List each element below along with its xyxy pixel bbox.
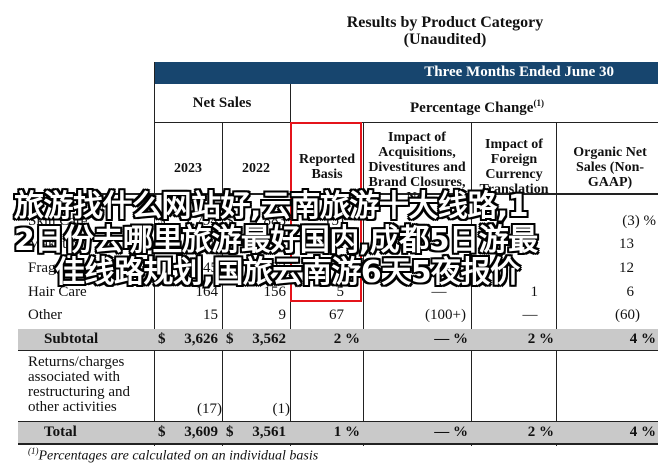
col-acquisitions-header: Impact of Acquisitions, Divestitures and… [368, 130, 466, 205]
overlay-text-line-1: 旅游找什么网站好,云南旅游十大线路,1 [14, 189, 529, 224]
value-reported: 1 % [333, 424, 360, 440]
subtotal-band [18, 329, 658, 350]
value-acquisitions: (100+) [425, 307, 466, 323]
value-2023: 1,794 [184, 213, 218, 229]
footnote-marker: (1) [28, 446, 39, 456]
pct-change-footnote-ref: (1) [533, 98, 544, 108]
footnote: (1)Percentages are calculated on an indi… [28, 446, 318, 465]
value-reported: 2 % [333, 331, 360, 347]
value-2022: (1) [272, 401, 291, 417]
total-bottom-rule [18, 443, 658, 445]
period-header-band: Three Months Ended June 30 [154, 62, 658, 84]
col-reported-header: Reported Basis [299, 152, 355, 182]
value-reported: 12 [329, 236, 344, 252]
value-reported: 5 [336, 284, 345, 300]
row-label: Returns/charges associated with restruct… [28, 354, 131, 415]
value-organic: 4 % [629, 331, 656, 347]
value-2023: 3,626 [184, 331, 218, 347]
row-label: Makeup [28, 236, 78, 252]
dollar-sign: $ [158, 213, 166, 229]
overlay-text-line-2: 2日份去哪里旅游最好国内,成都5日游最 [14, 223, 538, 258]
value-2022: 3,562 [252, 331, 286, 347]
row-label: Fragrance [28, 260, 88, 276]
col-2022-header: 2022 [242, 161, 270, 176]
value-organic: 6 [626, 284, 635, 300]
row-label: Hair Care [28, 284, 87, 300]
col-divider [154, 62, 155, 446]
value-2023: 545 [195, 260, 219, 276]
header-bottom-rule [18, 193, 658, 195]
value-fx: 2 % [527, 424, 554, 440]
pct-change-header: Percentage Change(1) [290, 96, 658, 116]
value-organic: (60) [615, 307, 640, 323]
dollar-sign: $ [226, 424, 234, 440]
value-2023: 1,108 [184, 236, 218, 252]
value-2022: 156 [263, 284, 287, 300]
value-2022: 1,883 [252, 213, 286, 229]
pct-change-label: Percentage Change [410, 100, 534, 116]
row-label: Subtotal [44, 331, 99, 347]
value-2022: 523 [263, 260, 287, 276]
total-rule [18, 421, 658, 422]
col-divider [222, 122, 223, 446]
value-fx: 1 [530, 284, 539, 300]
col-divider [556, 122, 557, 446]
value-reported: 4 [336, 260, 345, 276]
col-fx-header: Impact of Foreign Currency Translation [479, 137, 549, 197]
value-reported: (5) [326, 213, 345, 229]
footnote-text: Percentages are calculated on an individ… [38, 448, 319, 464]
dollar-sign: $ [226, 331, 234, 347]
value-2023: 3,609 [184, 424, 218, 440]
value-acquisitions: — % [434, 424, 468, 440]
value-2023: 15 [203, 307, 218, 323]
value-organic: (3) % [622, 213, 656, 229]
value-organic: 12 [619, 260, 634, 276]
highlight-box [290, 122, 362, 302]
header-rule [154, 122, 658, 123]
value-2022: 9 [278, 307, 287, 323]
value-fx: 2 % [527, 331, 554, 347]
value-acquisitions: — [431, 284, 447, 300]
subtotal-rule [18, 350, 658, 351]
dollar-sign: $ [226, 213, 234, 229]
value-organic: 13 [619, 236, 634, 252]
value-fx: — [522, 307, 538, 323]
col-divider [363, 122, 364, 446]
value-2022: 991 [263, 236, 287, 252]
value-2022: 3,561 [252, 424, 286, 440]
period-label: Three Months Ended June 30 [424, 64, 614, 80]
row-label: Total [44, 424, 77, 440]
overlay-text-line-3: 佳线路规划,国旅云南游6天5夜报价 [55, 255, 520, 290]
value-organic: 4 % [629, 424, 656, 440]
value-2023: (17) [197, 401, 222, 417]
report-subtitle: (Unaudited) [403, 31, 487, 48]
col-divider [471, 122, 472, 446]
value-acquisitions: — % [434, 331, 468, 347]
value-2023: 164 [195, 284, 219, 300]
row-label: Other [28, 307, 63, 323]
row-label: Skin Care [28, 213, 88, 229]
net-sales-header: Net Sales [192, 95, 252, 111]
value-reported: 67 [329, 307, 344, 323]
col-organic-header: Organic Net Sales (Non-GAAP) [573, 145, 647, 190]
dollar-sign: $ [158, 424, 166, 440]
total-band [18, 422, 658, 443]
col-2023-header: 2023 [174, 161, 202, 176]
dollar-sign: $ [158, 331, 166, 347]
report-title: Results by Product Category [346, 14, 544, 31]
